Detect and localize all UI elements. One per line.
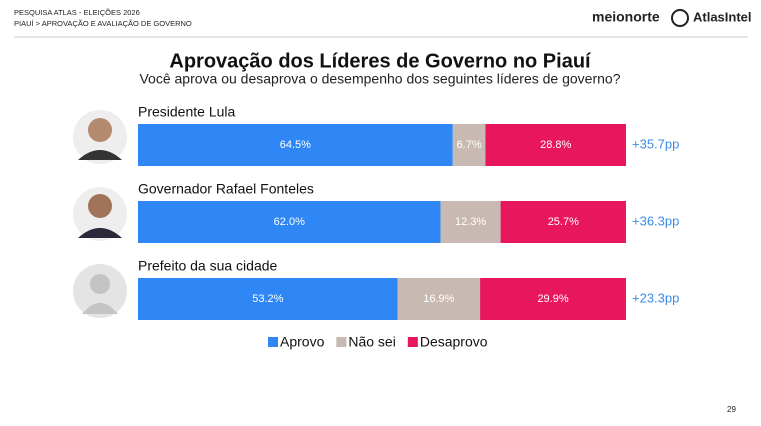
value-label: 28.8% xyxy=(540,139,571,151)
net-label: +23.3pp xyxy=(632,290,679,305)
page-number: 29 xyxy=(727,405,736,414)
avatar xyxy=(73,110,127,164)
value-label: 12.3% xyxy=(455,216,486,228)
section-label: PIAUÍ > APROVAÇÃO E AVALIAÇÃO DE GOVERNO xyxy=(14,19,192,28)
value-label: 6.7% xyxy=(457,139,482,151)
category-label: Prefeito da sua cidade xyxy=(138,258,278,274)
chart-subtitle: Você aprova ou desaprova o desempenho do… xyxy=(139,71,620,87)
legend-label: Desaprovo xyxy=(420,334,488,350)
brand-atlasintel: AtlasIntel xyxy=(693,9,752,24)
net-label: +35.7pp xyxy=(632,136,679,151)
avatar xyxy=(73,264,127,318)
legend-label: Aprovo xyxy=(280,334,325,350)
value-label: 53.2% xyxy=(252,293,283,305)
net-label: +36.3pp xyxy=(632,213,679,228)
legend-swatch xyxy=(407,337,418,347)
survey-label: PESQUISA ATLAS - ELEIÇÕES 2026 xyxy=(14,8,140,17)
bar-segment xyxy=(500,201,626,243)
avatar xyxy=(73,187,127,241)
bar-segment xyxy=(485,124,626,166)
bar-segment xyxy=(138,201,441,243)
avatars xyxy=(73,110,127,318)
bar-segment xyxy=(397,278,481,320)
bar-segment xyxy=(452,124,486,166)
value-label: 25.7% xyxy=(548,216,579,228)
legend-swatch xyxy=(268,337,278,347)
value-label: 16.9% xyxy=(423,293,454,305)
category-label: Governador Rafael Fonteles xyxy=(138,181,314,197)
bar-segment xyxy=(138,124,453,166)
chart-title: Aprovação dos Líderes de Governo no Piau… xyxy=(169,50,592,72)
bar-segment xyxy=(440,201,501,243)
bar-segment xyxy=(138,278,398,320)
atlas-logo xyxy=(671,9,689,27)
value-label: 64.5% xyxy=(280,139,311,151)
category-label: Presidente Lula xyxy=(138,104,236,120)
value-label: 62.0% xyxy=(274,216,305,228)
brand-meionorte: meionorte xyxy=(592,9,660,25)
legend-swatch xyxy=(336,337,347,347)
legend-label: Não sei xyxy=(348,334,395,350)
value-label: 29.9% xyxy=(537,293,568,305)
bar-segment xyxy=(480,278,626,320)
